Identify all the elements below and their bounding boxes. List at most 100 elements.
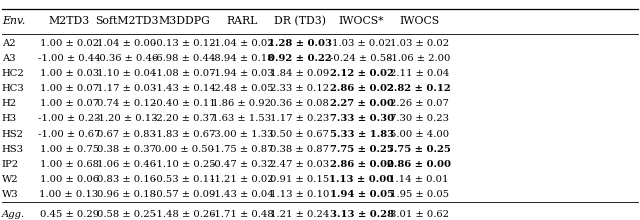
Text: 1.00 ± 0.75: 1.00 ± 0.75 (40, 145, 99, 154)
Text: 1.00 ± 0.68: 1.00 ± 0.68 (40, 160, 99, 169)
Text: -3.00 ± 1.33: -3.00 ± 1.33 (211, 130, 273, 139)
Text: 0.92 ± 0.22: 0.92 ± 0.22 (268, 54, 332, 63)
Text: -1.71 ± 0.48: -1.71 ± 0.48 (211, 210, 273, 219)
Text: 0.50 ± 0.67: 0.50 ± 0.67 (270, 130, 329, 139)
Text: -1.00 ± 0.23: -1.00 ± 0.23 (38, 114, 100, 123)
Text: 1.84 ± 0.09: 1.84 ± 0.09 (270, 69, 329, 78)
Text: 2.86 ± 0.02: 2.86 ± 0.02 (330, 84, 394, 93)
Text: 5.33 ± 1.83: 5.33 ± 1.83 (330, 130, 394, 139)
Text: 1.28 ± 0.03: 1.28 ± 0.03 (268, 39, 332, 48)
Text: -1.43 ± 0.14: -1.43 ± 0.14 (153, 84, 216, 93)
Text: 2.27 ± 0.00: 2.27 ± 0.00 (330, 99, 394, 108)
Text: 0.83 ± 0.16: 0.83 ± 0.16 (97, 175, 156, 184)
Text: HS2: HS2 (2, 130, 24, 139)
Text: W3: W3 (2, 190, 19, 199)
Text: M2TD3: M2TD3 (49, 16, 90, 26)
Text: 1.06 ± 0.46: 1.06 ± 0.46 (97, 160, 156, 169)
Text: 0.38 ± 0.87: 0.38 ± 0.87 (270, 145, 329, 154)
Text: -2.48 ± 0.05: -2.48 ± 0.05 (211, 84, 273, 93)
Text: -0.57 ± 0.09: -0.57 ± 0.09 (153, 190, 216, 199)
Text: 1.04 ± 0.00: 1.04 ± 0.00 (97, 39, 156, 48)
Text: HC3: HC3 (2, 84, 25, 93)
Text: 1.00 ± 0.06: 1.00 ± 0.06 (40, 175, 99, 184)
Text: IP2: IP2 (2, 160, 19, 169)
Text: 7.75 ± 0.25: 7.75 ± 0.25 (330, 145, 394, 154)
Text: -1.06 ± 2.00: -1.06 ± 2.00 (388, 54, 451, 63)
Text: 2.26 ± 0.07: 2.26 ± 0.07 (390, 99, 449, 108)
Text: 0.36 ± 0.08: 0.36 ± 0.08 (270, 99, 329, 108)
Text: M3DDPG: M3DDPG (158, 16, 211, 26)
Text: -1.43 ± 0.04: -1.43 ± 0.04 (211, 190, 273, 199)
Text: -1.94 ± 0.03: -1.94 ± 0.03 (211, 69, 273, 78)
Text: DR (TD3): DR (TD3) (273, 16, 326, 27)
Text: 0.58 ± 0.25: 0.58 ± 0.25 (97, 210, 156, 219)
Text: H3: H3 (2, 114, 17, 123)
Text: -2.20 ± 0.37: -2.20 ± 0.37 (153, 114, 216, 123)
Text: 7.33 ± 0.30: 7.33 ± 0.30 (330, 114, 394, 123)
Text: 1.86 ± 0.92: 1.86 ± 0.92 (212, 99, 271, 108)
Text: 1.14 ± 0.01: 1.14 ± 0.01 (390, 175, 449, 184)
Text: -1.75 ± 0.87: -1.75 ± 0.87 (211, 145, 273, 154)
Text: 0.45 ± 0.29: 0.45 ± 0.29 (40, 210, 99, 219)
Text: 5.00 ± 4.00: 5.00 ± 4.00 (390, 130, 449, 139)
Text: HS3: HS3 (2, 145, 24, 154)
Text: 1.00 ± 0.07: 1.00 ± 0.07 (40, 99, 99, 108)
Text: Env.: Env. (2, 16, 26, 26)
Text: -8.94 ± 0.18: -8.94 ± 0.18 (211, 54, 273, 63)
Text: 1.00 ± 0.02: 1.00 ± 0.02 (40, 39, 99, 48)
Text: -0.40 ± 0.11: -0.40 ± 0.11 (153, 99, 216, 108)
Text: 1.17 ± 0.03: 1.17 ± 0.03 (97, 84, 156, 93)
Text: 2.86 ± 0.00: 2.86 ± 0.00 (330, 160, 394, 169)
Text: -1.20 ± 0.13: -1.20 ± 0.13 (95, 114, 158, 123)
Text: -1.10 ± 0.25: -1.10 ± 0.25 (153, 160, 216, 169)
Text: 0.67 ± 0.83: 0.67 ± 0.83 (97, 130, 156, 139)
Text: 1.03 ± 0.02: 1.03 ± 0.02 (390, 39, 449, 48)
Text: SoftM2TD3: SoftM2TD3 (95, 16, 159, 26)
Text: 1.03 ± 0.02: 1.03 ± 0.02 (332, 39, 391, 48)
Text: A3: A3 (2, 54, 15, 63)
Text: 1.10 ± 0.04: 1.10 ± 0.04 (97, 69, 156, 78)
Text: -0.24 ± 0.58: -0.24 ± 0.58 (330, 54, 393, 63)
Text: 2.33 ± 0.12: 2.33 ± 0.12 (270, 84, 329, 93)
Text: 1.00 ± 0.03: 1.00 ± 0.03 (40, 69, 99, 78)
Text: RARL: RARL (226, 16, 258, 26)
Text: -0.53 ± 0.11: -0.53 ± 0.11 (153, 175, 216, 184)
Text: 0.74 ± 0.12: 0.74 ± 0.12 (97, 99, 156, 108)
Text: -1.48 ± 0.26: -1.48 ± 0.26 (153, 210, 216, 219)
Text: IWOCS*: IWOCS* (339, 16, 385, 26)
Text: HC2: HC2 (2, 69, 25, 78)
Text: 0.96 ± 0.18: 0.96 ± 0.18 (97, 190, 156, 199)
Text: 2.12 ± 0.02: 2.12 ± 0.02 (330, 69, 394, 78)
Text: 1.13 ± 0.00: 1.13 ± 0.00 (330, 175, 394, 184)
Text: -1.21 ± 0.02: -1.21 ± 0.02 (211, 175, 273, 184)
Text: 2.86 ± 0.00: 2.86 ± 0.00 (387, 160, 451, 169)
Text: 1.95 ± 0.05: 1.95 ± 0.05 (390, 190, 449, 199)
Text: H2: H2 (2, 99, 17, 108)
Text: 1.94 ± 0.05: 1.94 ± 0.05 (330, 190, 394, 199)
Text: Agg.: Agg. (2, 210, 25, 219)
Text: 7.75 ± 0.25: 7.75 ± 0.25 (387, 145, 451, 154)
Text: 1.17 ± 0.23: 1.17 ± 0.23 (270, 114, 329, 123)
Text: 1.00 ± 0.07: 1.00 ± 0.07 (40, 84, 99, 93)
Text: -1.00 ± 0.67: -1.00 ± 0.67 (38, 130, 100, 139)
Text: 2.82 ± 0.12: 2.82 ± 0.12 (387, 84, 451, 93)
Text: 1.63 ± 1.53: 1.63 ± 1.53 (212, 114, 271, 123)
Text: 7.30 ± 0.23: 7.30 ± 0.23 (390, 114, 449, 123)
Text: -1.83 ± 0.67: -1.83 ± 0.67 (153, 130, 216, 139)
Text: -0.36 ± 0.46: -0.36 ± 0.46 (95, 54, 158, 63)
Text: 1.13 ± 0.10: 1.13 ± 0.10 (270, 190, 329, 199)
Text: -0.47 ± 0.32: -0.47 ± 0.32 (211, 160, 273, 169)
Text: W2: W2 (2, 175, 19, 184)
Text: -0.13 ± 0.12: -0.13 ± 0.12 (153, 39, 216, 48)
Text: -1.04 ± 0.02: -1.04 ± 0.02 (211, 39, 273, 48)
Text: 1.21 ± 0.24: 1.21 ± 0.24 (270, 210, 329, 219)
Text: 3.13 ± 0.28: 3.13 ± 0.28 (330, 210, 394, 219)
Text: 0.00 ± 0.50: 0.00 ± 0.50 (155, 145, 214, 154)
Text: 1.00 ± 0.13: 1.00 ± 0.13 (40, 190, 99, 199)
Text: -1.00 ± 0.44: -1.00 ± 0.44 (38, 54, 100, 63)
Text: 0.91 ± 0.15: 0.91 ± 0.15 (270, 175, 329, 184)
Text: A2: A2 (2, 39, 15, 48)
Text: IWOCS: IWOCS (399, 16, 439, 26)
Text: 3.01 ± 0.62: 3.01 ± 0.62 (390, 210, 449, 219)
Text: -6.98 ± 0.44: -6.98 ± 0.44 (153, 54, 216, 63)
